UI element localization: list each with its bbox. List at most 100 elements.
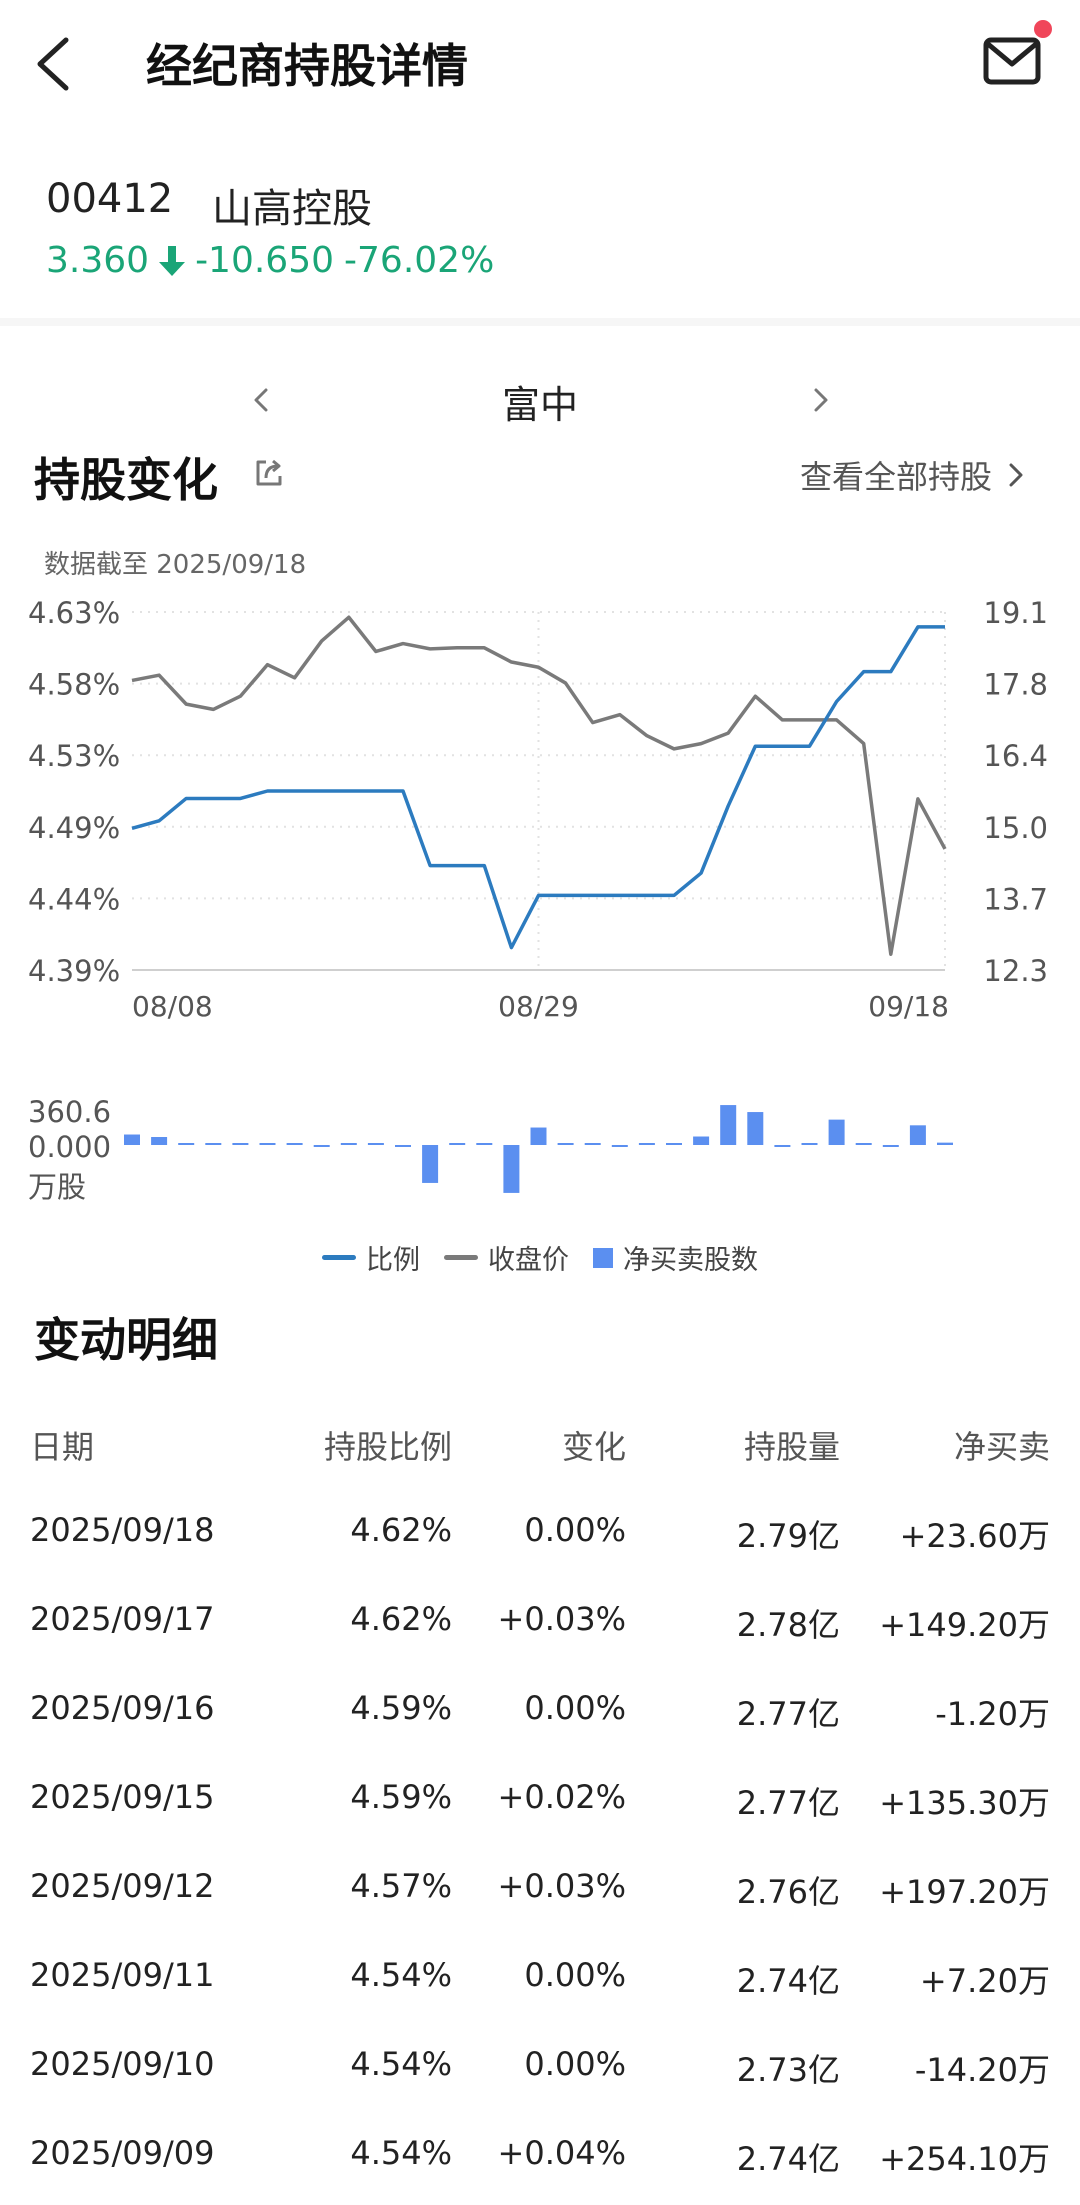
mail-button[interactable] xyxy=(978,26,1048,96)
left-axis-tick: 4.53% xyxy=(28,739,120,773)
net-bar xyxy=(395,1145,411,1147)
col-header-net[interactable]: 净买卖 xyxy=(953,1428,1050,1466)
cell-date: 2025/09/10 xyxy=(30,2045,215,2083)
left-axis-tick: 4.49% xyxy=(28,811,120,845)
table-row[interactable]: 2025/09/10 4.54% 0.00% 2.73亿 -14.20万 xyxy=(0,2023,1080,2112)
cell-net: -1.20万 xyxy=(935,1695,1050,1733)
bar-axis-tick: 0.000 xyxy=(28,1130,111,1164)
cell-net: +23.60万 xyxy=(899,1517,1050,1555)
stock-code: 00412 xyxy=(46,176,174,222)
net-bar xyxy=(693,1136,710,1145)
net-bar xyxy=(205,1143,222,1145)
table-row[interactable]: 2025/09/11 4.54% 0.00% 2.74亿 +7.20万 xyxy=(0,1934,1080,2023)
net-bar xyxy=(638,1143,655,1145)
cell-shares: 2.73亿 xyxy=(736,2051,840,2089)
net-bar xyxy=(720,1105,737,1145)
legend-item-ratio: 比例 xyxy=(322,1238,420,1277)
net-bar xyxy=(801,1143,818,1145)
net-bar xyxy=(747,1112,764,1145)
table-row[interactable]: 2025/09/15 4.59% +0.02% 2.77亿 +135.30万 xyxy=(0,1756,1080,1845)
cell-shares: 2.76亿 xyxy=(736,1873,840,1911)
share-icon xyxy=(256,459,282,486)
next-broker-button[interactable] xyxy=(806,380,836,420)
stock-price: 3.360 xyxy=(46,240,150,281)
cell-shares: 2.74亿 xyxy=(736,1962,840,2000)
net-bar xyxy=(666,1143,682,1145)
back-button[interactable] xyxy=(24,28,84,98)
cell-ratio: 4.57% xyxy=(350,1867,452,1905)
page-title: 经纪商持股详情 xyxy=(146,39,468,93)
cell-net: +149.20万 xyxy=(879,1606,1050,1644)
left-axis-tick: 4.58% xyxy=(28,668,120,702)
cell-ratio: 4.54% xyxy=(350,2045,452,2083)
view-all-holdings-link[interactable]: 查看全部持股 xyxy=(800,452,1026,498)
top-bar: 经纪商持股详情 xyxy=(0,0,1080,128)
legend-label-ratio: 比例 xyxy=(366,1245,420,1276)
cell-ratio: 4.59% xyxy=(350,1689,452,1727)
cell-date: 2025/09/17 xyxy=(30,1600,215,1638)
arrow-down-icon xyxy=(159,245,186,276)
right-axis-tick: 19.1 xyxy=(983,596,1048,630)
holdings-chart: 4.63% 4.58% 4.53% 4.49% 4.44% 4.39% 19.1 17.8 16… xyxy=(28,596,1048,1204)
table-row[interactable]: 2025/09/17 4.62% +0.03% 2.78亿 +149.20万 xyxy=(0,1578,1080,1667)
cell-shares: 2.74亿 xyxy=(736,2140,840,2178)
net-bar xyxy=(259,1143,276,1145)
prev-broker-button[interactable] xyxy=(246,380,276,420)
col-header-shares[interactable]: 持股量 xyxy=(743,1428,840,1466)
net-bar xyxy=(937,1142,953,1145)
col-header-ratio[interactable]: 持股比例 xyxy=(323,1428,452,1466)
cell-ratio: 4.54% xyxy=(350,2134,452,2172)
chart-legend: 比例 收盘价 净买卖股数 xyxy=(0,1238,1080,1277)
net-bar xyxy=(178,1143,195,1145)
broker-name: 富中 xyxy=(501,383,578,427)
cell-change: 0.00% xyxy=(524,1956,626,1994)
holdings-section-title: 持股变化 xyxy=(34,453,218,507)
cell-date: 2025/09/15 xyxy=(30,1778,215,1816)
table-header-row: 日期 持股比例 变化 持股量 净买卖 xyxy=(0,1400,1080,1489)
stock-change: -10.650 xyxy=(195,240,335,281)
left-axis-tick: 4.39% xyxy=(28,954,120,988)
quote-row: 3.360 -10.650 -76.02% xyxy=(46,240,494,281)
cell-net: +254.10万 xyxy=(879,2140,1050,2178)
series-line-close xyxy=(131,615,947,956)
net-bar xyxy=(611,1145,628,1147)
cell-net: -14.20万 xyxy=(914,2051,1050,2089)
table-row[interactable]: 2025/09/09 4.54% +0.04% 2.74亿 +254.10万 xyxy=(0,2112,1080,2201)
net-bar xyxy=(584,1143,601,1145)
legend-swatch-net xyxy=(593,1247,613,1268)
section-divider xyxy=(0,318,1080,326)
col-header-change[interactable]: 变化 xyxy=(561,1428,626,1466)
net-bar xyxy=(124,1134,140,1145)
net-bar xyxy=(367,1143,384,1145)
net-bar xyxy=(855,1143,872,1145)
net-bar xyxy=(449,1143,466,1145)
table-row[interactable]: 2025/09/16 4.59% 0.00% 2.77亿 -1.20万 xyxy=(0,1667,1080,1756)
cell-date: 2025/09/11 xyxy=(30,1956,215,1994)
mail-icon xyxy=(983,37,1041,85)
chevron-left-icon xyxy=(37,37,69,91)
legend-swatch-ratio xyxy=(322,1255,356,1260)
data-date: 数据截至 2025/09/18 xyxy=(44,550,307,580)
cell-ratio: 4.59% xyxy=(350,1778,452,1816)
net-bar xyxy=(286,1143,303,1145)
cell-net: +135.30万 xyxy=(879,1784,1050,1822)
net-bar xyxy=(476,1143,493,1145)
net-bar xyxy=(909,1125,926,1145)
net-bar xyxy=(882,1145,899,1147)
table-row[interactable]: 2025/09/12 4.57% +0.03% 2.76亿 +197.20万 xyxy=(0,1845,1080,1934)
bar-axis-unit: 万股 xyxy=(28,1170,86,1204)
share-button[interactable] xyxy=(252,456,286,490)
legend-item-net: 净买卖股数 xyxy=(593,1238,758,1277)
cell-ratio: 4.54% xyxy=(350,1956,452,1994)
cell-change: +0.03% xyxy=(497,1600,626,1638)
cell-change: +0.02% xyxy=(497,1778,626,1816)
legend-label-net: 净买卖股数 xyxy=(623,1245,758,1276)
col-header-date[interactable]: 日期 xyxy=(30,1428,95,1466)
net-bar xyxy=(503,1145,520,1193)
right-axis-tick: 15.0 xyxy=(983,811,1048,845)
bar-axis-tick: 360.6 xyxy=(28,1095,111,1129)
cell-shares: 2.77亿 xyxy=(736,1784,840,1822)
chevron-left-icon xyxy=(254,388,268,412)
x-axis-tick: 08/29 xyxy=(498,990,579,1023)
table-row[interactable]: 2025/09/18 4.62% 0.00% 2.79亿 +23.60万 xyxy=(0,1489,1080,1578)
